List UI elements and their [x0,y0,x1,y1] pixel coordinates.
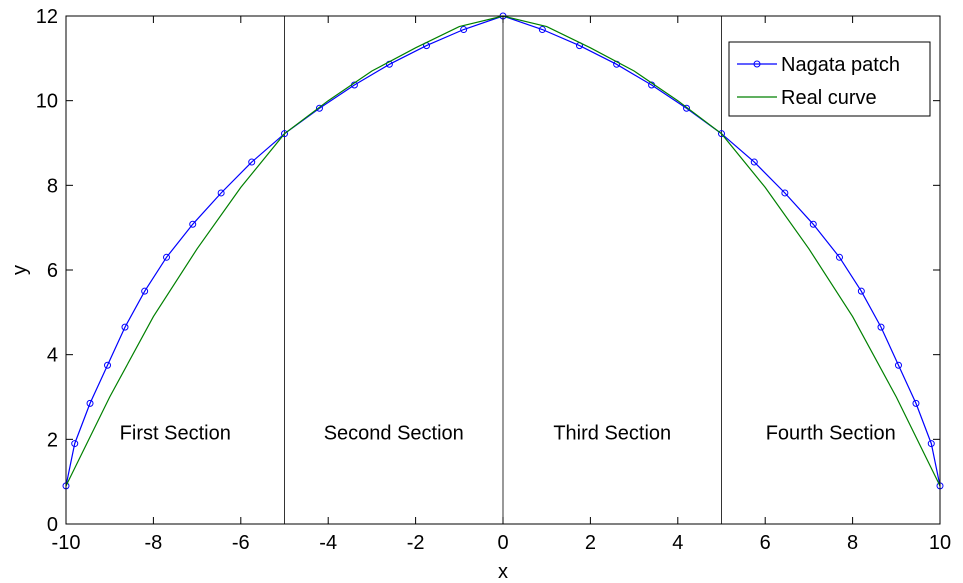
y-tick-label: 12 [36,6,58,28]
data-point [877,323,885,331]
data-point [315,104,323,112]
section-dividers [284,16,722,524]
data-point [894,361,902,369]
x-tick-label: -6 [232,532,250,554]
data-point [857,287,865,295]
data-point [189,220,197,228]
data-point [538,26,546,34]
x-tick-label: -2 [407,532,425,554]
y-tick-label: 8 [47,175,58,197]
x-tick-label: 2 [585,532,596,554]
x-tick-label: -10 [52,532,81,554]
section-label: Second Section [324,422,464,444]
data-point [86,399,94,407]
y-tick-label: 2 [47,429,58,451]
legend-label: Real curve [781,87,877,109]
x-tick-label: 10 [929,532,951,554]
data-point [750,158,758,166]
legend-box [728,41,931,117]
x-tick-label: -4 [319,532,337,554]
section-label: Fourth Section [766,422,896,444]
section-label: First Section [120,422,231,444]
data-point [141,287,149,295]
y-axis-label: y [9,265,31,275]
y-tick-label: 10 [36,91,58,113]
axes: -10 -8 -6 -4 -2 0 2 4 6 8 10 0 2 4 6 8 10 12 [36,6,951,554]
legend-marker [753,60,761,68]
data-point [104,361,112,369]
data-point [460,26,468,34]
legend-label: Nagata patch [781,54,900,76]
data-point [835,253,843,261]
legend: Nagata patch Real curve [728,41,931,117]
data-point [683,104,691,112]
section-annotations: First Section Second Section Third Section… [120,422,896,444]
data-point [217,189,225,197]
data-point [809,220,817,228]
data-point [281,130,288,138]
data-point [912,399,920,407]
x-tick-label: 8 [847,532,858,554]
data-point [781,189,789,197]
data-point [927,440,935,448]
x-axis-label: x [498,561,508,583]
data-point [163,253,171,261]
data-point [71,440,79,448]
y-tick-label: 0 [47,514,58,536]
x-tick-label: 0 [497,532,508,554]
y-tick-label: 4 [47,345,58,367]
data-point [718,130,725,138]
x-tick-label: 6 [760,532,771,554]
data-point [248,158,256,166]
x-tick-label: 4 [672,532,683,554]
data-point [121,323,129,331]
y-tick-label: 6 [47,260,58,282]
section-label: Third Section [553,422,671,444]
x-tick-label: -8 [145,532,163,554]
